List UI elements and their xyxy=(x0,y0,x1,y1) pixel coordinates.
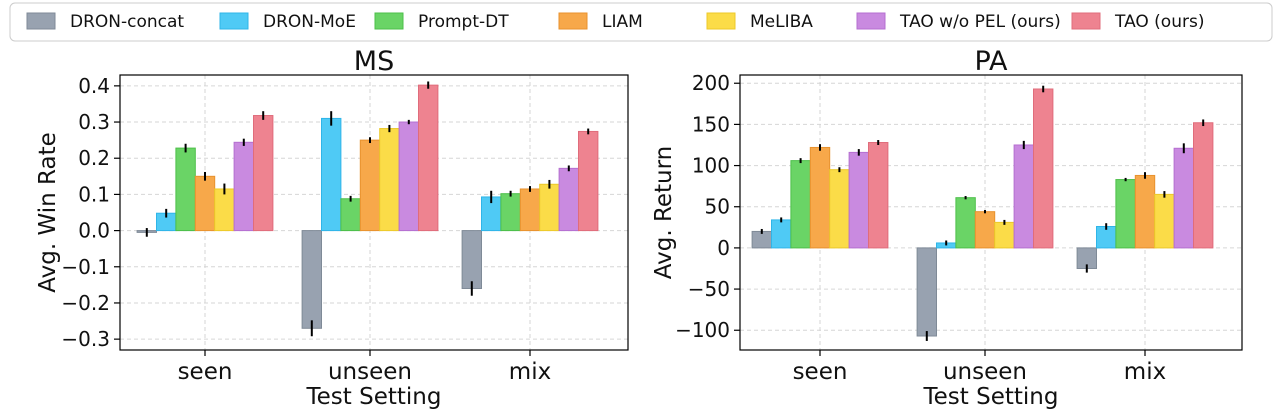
bar-ms-s1-c1 xyxy=(321,117,342,232)
legend-frame xyxy=(9,2,1273,42)
bar-pa-s6-c2 xyxy=(1193,122,1214,249)
y-tick-label: 50 xyxy=(705,195,730,219)
legend-label-0: DRON-concat xyxy=(70,12,184,32)
legend: DRON-concat DRON-MoE Prompt-DT LIAM MeLIBA TA… xyxy=(9,2,1273,42)
y-tick-label: 0.3 xyxy=(78,110,110,134)
y-tick-label: 0.2 xyxy=(78,146,110,170)
legend-label-1: DRON-MoE xyxy=(263,12,356,32)
bar-ms-s6-c0 xyxy=(253,115,274,232)
y-tick-label: 200 xyxy=(692,71,730,95)
bar-pa-s2-c0 xyxy=(790,160,811,249)
bar-ms-s3-c0 xyxy=(194,175,216,232)
x-tick-label: unseen xyxy=(943,359,1027,385)
x-tick-label: mix xyxy=(509,359,551,385)
bar-pa-s6-c1 xyxy=(1033,88,1054,249)
bar-pa-s1-c0 xyxy=(771,219,792,249)
bar-ms-s4-c1 xyxy=(379,128,400,232)
bar-ms-s5-c1 xyxy=(398,121,420,232)
bar-ms-s3-c2 xyxy=(519,188,541,232)
bar-ms-s2-c0 xyxy=(175,147,196,232)
y-tick-label: 0 xyxy=(717,236,730,260)
bar-pa-s3-c1 xyxy=(974,211,996,249)
legend-swatch-6 xyxy=(1071,12,1101,30)
y-tick-label: −0.3 xyxy=(61,327,110,351)
bar-pa-s3-c2 xyxy=(1134,174,1156,249)
y-tick-label: −100 xyxy=(675,318,730,342)
legend-label-3: LIAM xyxy=(602,12,643,32)
bar-pa-s4-c1 xyxy=(994,221,1015,249)
bar-ms-s2-c2 xyxy=(500,193,521,232)
y-axis-label: Avg. Win Rate xyxy=(35,132,61,292)
bar-pa-s3-c0 xyxy=(809,146,831,249)
y-tick-label: −50 xyxy=(688,277,730,301)
legend-label-5: TAO w/o PEL (ours) xyxy=(899,12,1061,32)
legend-swatch-2 xyxy=(374,12,404,30)
legend-label-4: MeLIBA xyxy=(750,12,813,32)
chart-title: MS xyxy=(354,46,394,77)
bar-pa-s4-c0 xyxy=(829,169,850,249)
x-tick-label: seen xyxy=(178,359,233,385)
bar-pa-s5-c1 xyxy=(1013,144,1034,249)
y-axis-label: Avg. Return xyxy=(651,146,677,280)
bar-ms-s5-c0 xyxy=(233,141,255,232)
x-tick-label: unseen xyxy=(328,359,412,385)
bar-pa-s2-c1 xyxy=(955,197,976,249)
bar-ms-s5-c2 xyxy=(558,167,579,232)
y-tick-label: −0.2 xyxy=(61,291,110,315)
x-tick-label: mix xyxy=(1124,359,1166,385)
x-axis-label: Test Setting xyxy=(306,384,442,410)
bar-ms-s0-c1 xyxy=(301,230,323,329)
bar-pa-s2-c2 xyxy=(1115,179,1136,249)
legend-swatch-3 xyxy=(558,12,588,30)
chart-ms: −0.3 −0.2 −0.1 0.0 0.1 0.2 0.3 0.4 seen unseen mix… xyxy=(35,46,629,410)
y-tick-label: 0.0 xyxy=(78,219,110,243)
y-tick-label: 0.4 xyxy=(78,74,110,98)
legend-swatch-1 xyxy=(219,12,249,30)
bar-ms-s0-c2 xyxy=(461,230,483,289)
bar-ms-s6-c1 xyxy=(418,84,439,232)
bar-ms-s2-c1 xyxy=(340,198,361,232)
bar-pa-s5-c0 xyxy=(848,151,869,249)
axes-frame xyxy=(119,74,629,351)
bar-ms-s3-c1 xyxy=(359,139,381,232)
bar-pa-s4-c2 xyxy=(1154,193,1175,249)
bar-ms-s4-c2 xyxy=(539,183,560,232)
y-tick-label: −0.1 xyxy=(61,255,110,279)
bar-ms-s6-c2 xyxy=(578,130,599,232)
y-tick-label: 100 xyxy=(692,154,730,178)
axes-frame xyxy=(739,74,1243,351)
x-tick-label: seen xyxy=(793,359,848,385)
legend-swatch-0 xyxy=(26,12,56,30)
y-tick-label: 0.1 xyxy=(78,182,110,206)
bar-pa-s5-c2 xyxy=(1173,147,1194,249)
bar-pa-s0-c1 xyxy=(916,247,937,337)
legend-label-6: TAO (ours) xyxy=(1114,12,1204,32)
x-axis-label: Test Setting xyxy=(923,384,1059,410)
legend-swatch-5 xyxy=(856,12,886,30)
bar-ms-s4-c0 xyxy=(214,188,235,232)
y-tick-label: 150 xyxy=(692,112,730,136)
legend-label-2: Prompt-DT xyxy=(418,12,509,32)
chart-title: PA xyxy=(974,46,1008,77)
chart-pa: −100 −50 0 50 100 150 200 seen unseen mix PA Test S… xyxy=(651,46,1243,410)
legend-swatch-4 xyxy=(706,12,736,30)
bar-pa-s6-c0 xyxy=(868,142,889,249)
